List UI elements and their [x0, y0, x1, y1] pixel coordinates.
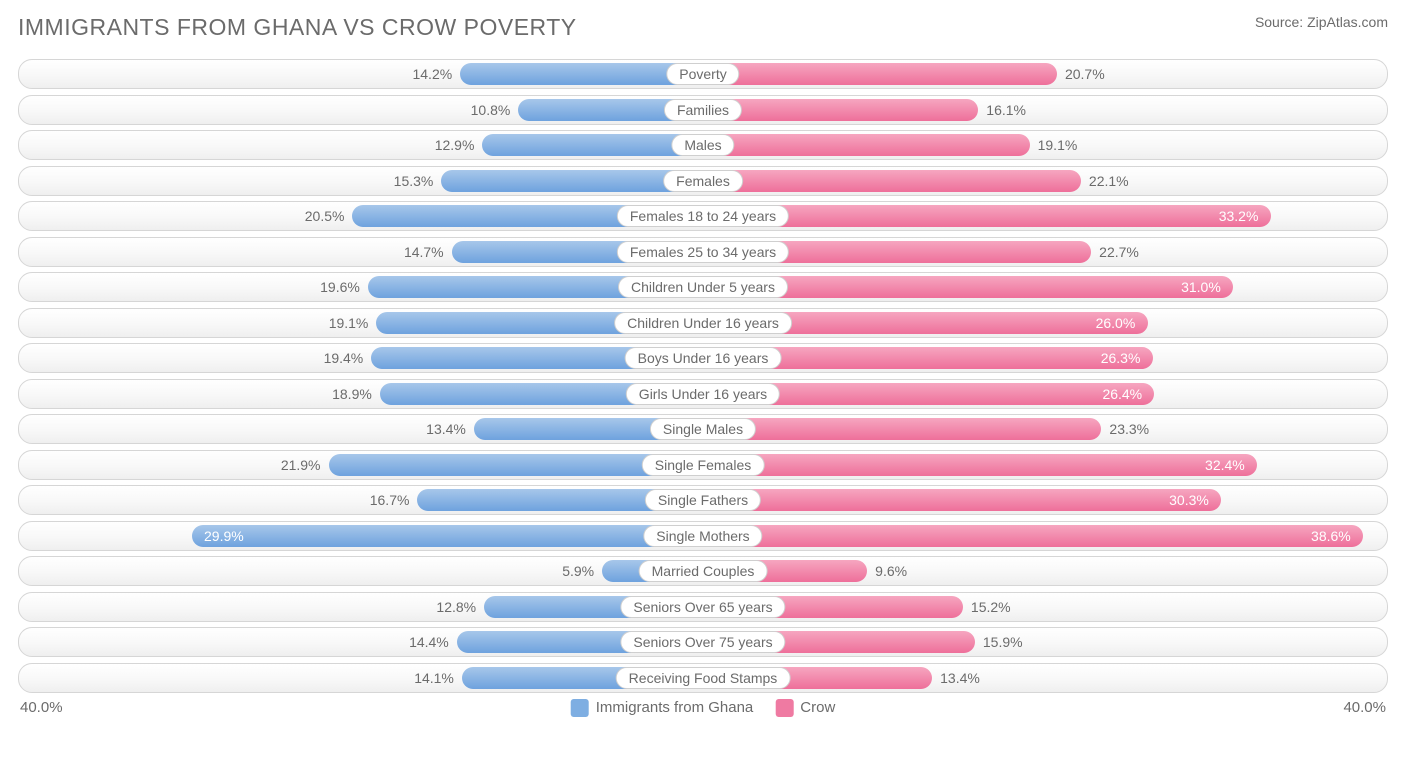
category-label: Females — [663, 170, 743, 192]
bar-row: 14.2% 20.7% Poverty — [18, 59, 1388, 89]
legend-label-right: Crow — [800, 699, 835, 716]
bar-row: 14.4% 15.9% Seniors Over 75 years — [18, 627, 1388, 657]
category-label: Children Under 5 years — [618, 276, 788, 298]
value-left: 12.9% — [435, 131, 475, 161]
category-label: Receiving Food Stamps — [616, 667, 791, 689]
value-right: 26.3% — [1101, 344, 1141, 374]
bar-row: 13.4% 23.3% Single Males — [18, 414, 1388, 444]
bar-row: 21.9% 32.4% Single Females — [18, 450, 1388, 480]
bar-row: 20.5% 33.2% Females 18 to 24 years — [18, 201, 1388, 231]
category-label: Single Males — [650, 418, 756, 440]
category-label: Girls Under 16 years — [626, 383, 780, 405]
value-left: 19.1% — [329, 309, 369, 339]
value-right: 22.1% — [1089, 167, 1129, 197]
bar-row: 10.8% 16.1% Families — [18, 95, 1388, 125]
value-left: 10.8% — [471, 96, 511, 126]
source-attribution: Source: ZipAtlas.com — [1255, 14, 1388, 30]
value-right: 19.1% — [1038, 131, 1078, 161]
bar-right — [703, 99, 978, 121]
chart-footer: 40.0% Immigrants from Ghana Crow 40.0% — [18, 699, 1388, 725]
legend-item-right: Crow — [775, 699, 835, 717]
legend-item-left: Immigrants from Ghana — [571, 699, 754, 717]
value-right: 15.9% — [983, 628, 1023, 658]
value-right: 26.4% — [1102, 380, 1142, 410]
bar-row: 14.7% 22.7% Females 25 to 34 years — [18, 237, 1388, 267]
value-left: 21.9% — [281, 451, 321, 481]
category-label: Poverty — [666, 63, 739, 85]
legend-label-left: Immigrants from Ghana — [596, 699, 754, 716]
bar-left — [482, 134, 703, 156]
value-left: 13.4% — [426, 415, 466, 445]
value-right: 9.6% — [875, 557, 907, 587]
category-label: Females 25 to 34 years — [617, 241, 789, 263]
value-right: 31.0% — [1181, 273, 1221, 303]
value-left: 15.3% — [394, 167, 434, 197]
bar-right — [703, 63, 1057, 85]
legend-swatch-left — [571, 699, 589, 717]
value-left: 14.1% — [414, 664, 454, 694]
legend: Immigrants from Ghana Crow — [571, 699, 836, 717]
value-right: 23.3% — [1109, 415, 1149, 445]
category-label: Boys Under 16 years — [625, 347, 782, 369]
bar-row: 12.8% 15.2% Seniors Over 65 years — [18, 592, 1388, 622]
value-right: 13.4% — [940, 664, 980, 694]
value-right: 32.4% — [1205, 451, 1245, 481]
category-label: Males — [671, 134, 734, 156]
bar-row: 5.9% 9.6% Married Couples — [18, 556, 1388, 586]
category-label: Children Under 16 years — [614, 312, 792, 334]
diverging-bar-chart: 14.2% 20.7% Poverty 10.8% 16.1% Families 12.9%… — [18, 59, 1388, 693]
category-label: Single Fathers — [645, 489, 761, 511]
value-right: 20.7% — [1065, 60, 1105, 90]
category-label: Families — [664, 99, 742, 121]
bar-row: 18.9% 26.4% Girls Under 16 years — [18, 379, 1388, 409]
value-left: 14.7% — [404, 238, 444, 268]
bar-right — [703, 418, 1101, 440]
value-left: 14.4% — [409, 628, 449, 658]
value-left: 19.6% — [320, 273, 360, 303]
value-left: 16.7% — [370, 486, 410, 516]
value-left: 29.9% — [204, 522, 244, 552]
value-left: 20.5% — [305, 202, 345, 232]
bar-row: 16.7% 30.3% Single Fathers — [18, 485, 1388, 515]
value-left: 19.4% — [324, 344, 364, 374]
chart-title: IMMIGRANTS FROM GHANA VS CROW POVERTY — [18, 14, 577, 41]
value-left: 12.8% — [436, 593, 476, 623]
category-label: Seniors Over 75 years — [620, 631, 785, 653]
bar-row: 15.3% 22.1% Females — [18, 166, 1388, 196]
chart-container: IMMIGRANTS FROM GHANA VS CROW POVERTY So… — [0, 0, 1406, 758]
legend-swatch-right — [775, 699, 793, 717]
category-label: Married Couples — [639, 560, 768, 582]
category-label: Single Females — [642, 454, 765, 476]
axis-max-left: 40.0% — [20, 699, 63, 716]
bar-row: 12.9% 19.1% Males — [18, 130, 1388, 160]
value-right: 22.7% — [1099, 238, 1139, 268]
category-label: Seniors Over 65 years — [620, 596, 785, 618]
bar-right — [703, 170, 1081, 192]
bar-right — [703, 454, 1257, 476]
header: IMMIGRANTS FROM GHANA VS CROW POVERTY So… — [18, 14, 1388, 41]
value-right: 16.1% — [986, 96, 1026, 126]
bar-row: 19.1% 26.0% Children Under 16 years — [18, 308, 1388, 338]
value-right: 26.0% — [1096, 309, 1136, 339]
value-right: 38.6% — [1311, 522, 1351, 552]
bar-row: 19.6% 31.0% Children Under 5 years — [18, 272, 1388, 302]
value-right: 15.2% — [971, 593, 1011, 623]
value-right: 30.3% — [1169, 486, 1209, 516]
category-label: Single Mothers — [643, 525, 762, 547]
value-left: 5.9% — [562, 557, 594, 587]
bar-row: 19.4% 26.3% Boys Under 16 years — [18, 343, 1388, 373]
value-left: 14.2% — [412, 60, 452, 90]
bar-row: 29.9% 38.6% Single Mothers — [18, 521, 1388, 551]
bar-right — [703, 134, 1030, 156]
bar-right — [703, 525, 1363, 547]
value-left: 18.9% — [332, 380, 372, 410]
bar-left — [192, 525, 703, 547]
axis-max-right: 40.0% — [1343, 699, 1386, 716]
category-label: Females 18 to 24 years — [617, 205, 789, 227]
value-right: 33.2% — [1219, 202, 1259, 232]
bar-row: 14.1% 13.4% Receiving Food Stamps — [18, 663, 1388, 693]
bar-right — [703, 489, 1221, 511]
